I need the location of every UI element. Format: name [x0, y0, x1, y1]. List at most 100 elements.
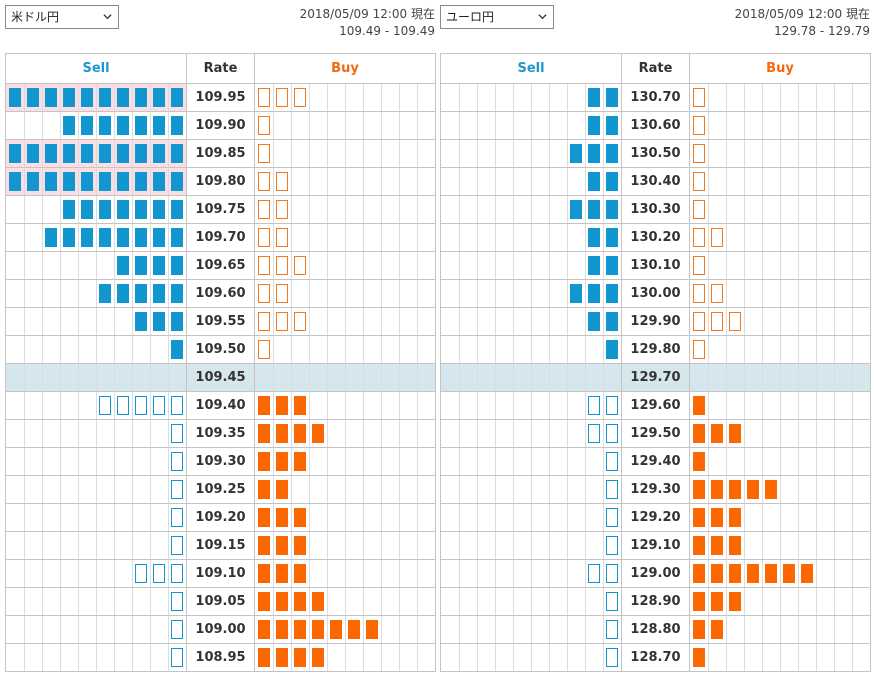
sell-depth-cell — [440, 251, 622, 280]
order-book-row: 109.65 — [5, 251, 436, 280]
order-book-row: 129.90 — [440, 307, 871, 336]
sell-order-block — [588, 144, 600, 163]
buy-depth-cell — [254, 419, 436, 448]
rate-cell: 129.30 — [621, 475, 690, 504]
current-rate-row: 109.45 — [5, 363, 436, 392]
rate-cell: 109.20 — [186, 503, 255, 532]
buy-grid — [255, 364, 435, 391]
buy-order-block — [711, 480, 723, 499]
sell-order-block — [99, 200, 111, 219]
sell-depth-cell — [5, 643, 187, 672]
sell-grid — [6, 196, 186, 223]
currency-pair-select[interactable]: 米ドル円 — [5, 5, 119, 29]
sell-depth-cell — [5, 167, 187, 196]
buy-header: Buy — [689, 53, 871, 84]
buy-order-block — [258, 592, 270, 611]
sell-order-block — [135, 144, 147, 163]
order-book-row: 109.25 — [5, 475, 436, 504]
sell-order-block — [63, 200, 75, 219]
sell-grid — [441, 644, 621, 671]
rate-cell: 129.60 — [621, 391, 690, 420]
sell-order-block — [171, 200, 183, 219]
timestamp-block: 2018/05/09 12:00 現在 129.78 - 129.79 — [735, 6, 870, 40]
buy-depth-cell — [254, 139, 436, 168]
buy-depth-cell — [689, 223, 871, 252]
buy-grid — [255, 560, 435, 587]
order-book-row: 109.80 — [5, 167, 436, 196]
sell-grid — [6, 616, 186, 643]
sell-order-block — [45, 144, 57, 163]
sell-order-block — [9, 172, 21, 191]
sell-order-block — [153, 228, 165, 247]
buy-order-block — [258, 452, 270, 471]
order-book-row: 109.20 — [5, 503, 436, 532]
buy-order-block — [747, 480, 759, 499]
buy-grid — [255, 280, 435, 307]
buy-grid — [255, 588, 435, 615]
sell-grid — [6, 532, 186, 559]
buy-order-block — [258, 116, 270, 135]
sell-depth-cell — [5, 615, 187, 644]
order-book-row: 128.80 — [440, 615, 871, 644]
order-book-row: 109.35 — [5, 419, 436, 448]
buy-order-block — [258, 228, 270, 247]
buy-grid — [690, 448, 870, 475]
buy-order-block — [258, 480, 270, 499]
order-book-row: 129.30 — [440, 475, 871, 504]
order-book-row: 109.90 — [5, 111, 436, 140]
current-rate-row: 129.70 — [440, 363, 871, 392]
sell-order-block — [171, 620, 183, 639]
buy-depth-cell — [689, 363, 871, 392]
sell-order-block — [117, 172, 129, 191]
buy-grid — [690, 168, 870, 195]
sell-order-block — [588, 88, 600, 107]
buy-order-block — [729, 424, 741, 443]
buy-depth-cell — [689, 475, 871, 504]
buy-order-block — [693, 564, 705, 583]
sell-grid — [441, 112, 621, 139]
rate-cell: 129.70 — [621, 363, 690, 392]
sell-grid — [441, 476, 621, 503]
sell-grid — [6, 392, 186, 419]
order-book-row: 109.05 — [5, 587, 436, 616]
order-book-row: 130.20 — [440, 223, 871, 252]
sell-depth-cell — [5, 587, 187, 616]
buy-order-block — [294, 424, 306, 443]
buy-order-block — [276, 312, 288, 331]
sell-order-block — [588, 228, 600, 247]
sell-grid — [6, 140, 186, 167]
buy-order-block — [765, 480, 777, 499]
buy-order-block — [294, 508, 306, 527]
buy-order-block — [294, 648, 306, 667]
buy-order-block — [258, 396, 270, 415]
sell-order-block — [27, 144, 39, 163]
buy-order-block — [711, 592, 723, 611]
order-book-row: 129.20 — [440, 503, 871, 532]
sell-order-block — [117, 228, 129, 247]
buy-header: Buy — [254, 53, 436, 84]
bid-ask-quote: 129.78 - 129.79 — [774, 24, 870, 38]
sell-order-block — [588, 116, 600, 135]
order-book-row: 128.90 — [440, 587, 871, 616]
buy-order-block — [276, 424, 288, 443]
sell-order-block — [171, 424, 183, 443]
buy-depth-cell — [254, 363, 436, 392]
sell-grid — [6, 504, 186, 531]
sell-order-block — [606, 480, 618, 499]
sell-depth-cell — [440, 503, 622, 532]
order-book-row: 109.30 — [5, 447, 436, 476]
buy-depth-cell — [254, 643, 436, 672]
sell-order-block — [9, 88, 21, 107]
buy-depth-cell — [689, 643, 871, 672]
currency-pair-select[interactable]: ユーロ円 — [440, 5, 554, 29]
sell-order-block — [135, 228, 147, 247]
chevron-down-icon — [103, 14, 112, 20]
buy-depth-cell — [689, 391, 871, 420]
rate-cell: 109.05 — [186, 587, 255, 616]
order-book-row: 129.80 — [440, 335, 871, 364]
sell-order-block — [117, 396, 129, 415]
sell-order-block — [570, 200, 582, 219]
sell-order-block — [606, 396, 618, 415]
buy-order-block — [711, 620, 723, 639]
sell-order-block — [117, 284, 129, 303]
